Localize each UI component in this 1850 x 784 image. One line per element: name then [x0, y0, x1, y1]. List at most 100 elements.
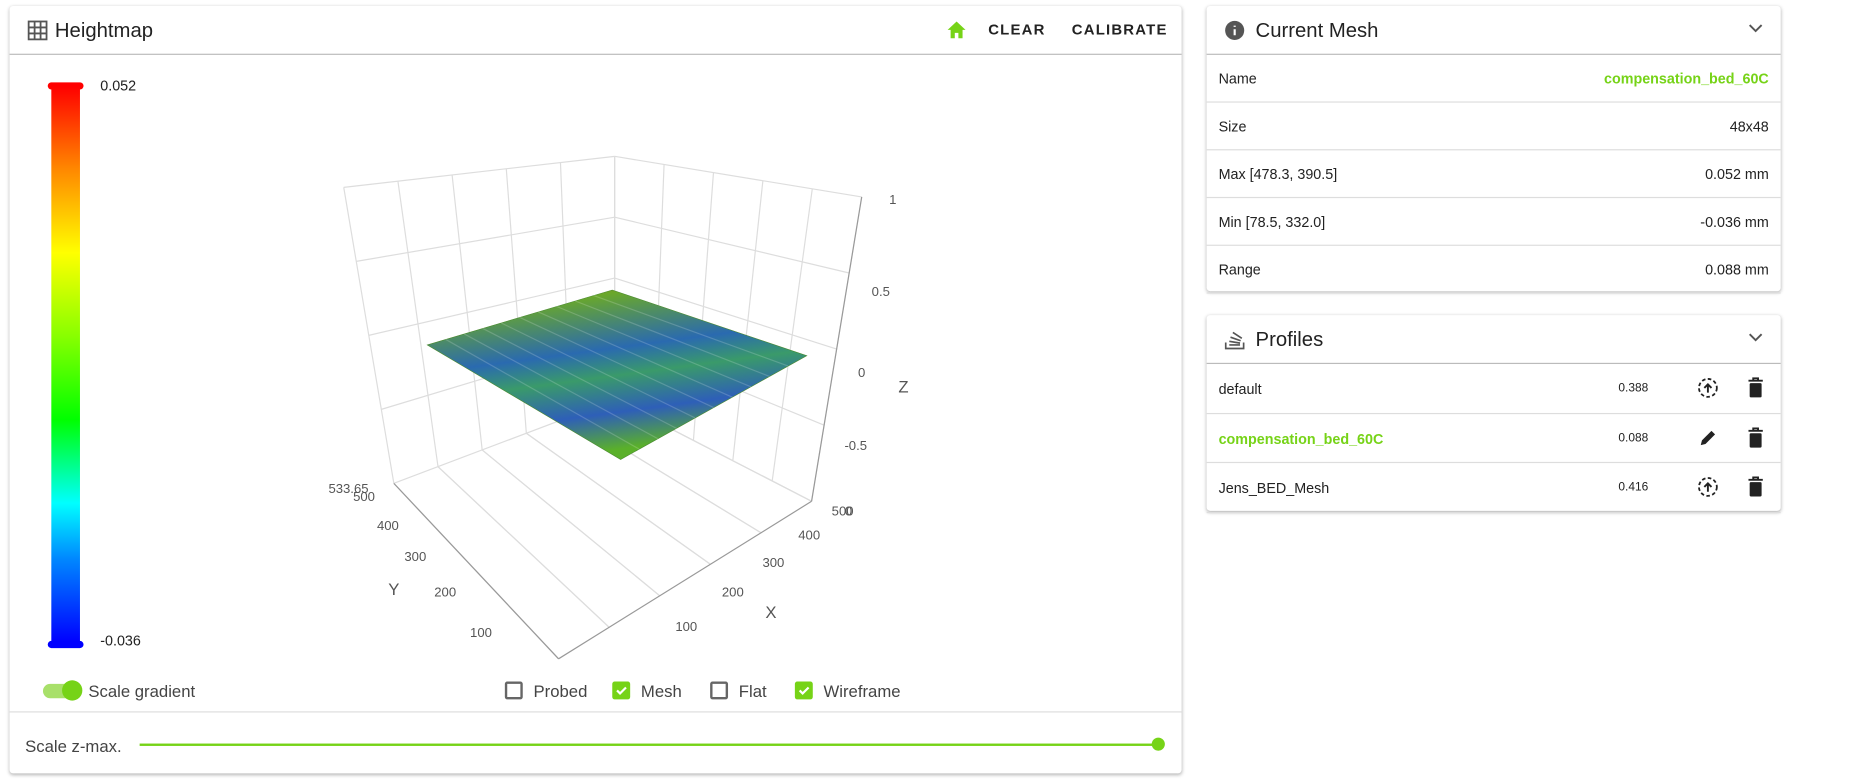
row-value: 0.052 mm: [1705, 165, 1769, 183]
checkbox-label: Mesh: [640, 681, 682, 701]
grid-icon: [27, 20, 48, 41]
mesh-wire: [501, 322, 696, 419]
delete-button[interactable]: [1747, 426, 1764, 448]
card-header: Heightmap CLEAR CALIBRATE: [9, 6, 1182, 55]
action-button[interactable]: CLEAR: [988, 21, 1046, 39]
color-scale: [47, 82, 84, 649]
z-tick-label: -0.5: [844, 438, 867, 453]
grid-line: [614, 155, 862, 198]
slider-thumb[interactable]: [1151, 737, 1165, 751]
current-mesh-card: Current Mesh Name compensation_bed_60C Siz…: [1206, 5, 1781, 294]
divider: [9, 711, 1182, 713]
load-icon: [1698, 378, 1718, 398]
checkbox[interactable]: [710, 681, 729, 700]
card-header: Current Mesh: [1206, 6, 1781, 55]
toggle-button[interactable]: [62, 680, 83, 701]
row-label: Range: [1218, 261, 1261, 279]
collapse-button[interactable]: [1748, 333, 1763, 343]
trash-icon: [1748, 377, 1763, 398]
y-tick-label: 300: [404, 549, 426, 564]
grid-line: [393, 482, 559, 660]
mesh-wire: [538, 311, 733, 398]
layers-icon: [1224, 331, 1245, 350]
checkbox[interactable]: [794, 681, 813, 700]
x-tick-label: 400: [798, 527, 820, 542]
z-tick-label: 0: [858, 365, 865, 380]
info-icon: [1225, 20, 1245, 40]
y-tick-label: 500: [353, 489, 375, 504]
grid-line: [614, 277, 837, 350]
slider-label: Scale z-max.: [25, 736, 122, 756]
corner-label: 533.65: [328, 481, 368, 496]
grid-line: [614, 216, 850, 274]
scale-max: 0.052: [100, 77, 137, 95]
card-header: Profiles: [1206, 315, 1781, 365]
grid-line: [481, 449, 661, 597]
y-tick-label: 100: [470, 625, 492, 640]
grid-line: [343, 155, 615, 188]
load-button[interactable]: [1697, 476, 1718, 497]
load-button[interactable]: [1697, 377, 1718, 398]
mesh-wire: [445, 338, 640, 450]
checkbox[interactable]: [504, 681, 523, 700]
row-value: -0.036 mm: [1700, 213, 1769, 231]
delete-button[interactable]: [1747, 377, 1764, 398]
row-value: 0.088 mm: [1705, 261, 1769, 279]
grid-line: [368, 277, 615, 336]
x-tick-label: 500: [832, 503, 854, 518]
card-title: Heightmap: [54, 19, 154, 42]
delete-button[interactable]: [1747, 476, 1764, 497]
grid-line: [343, 187, 395, 484]
collapse-button[interactable]: [1748, 24, 1763, 34]
edit-button[interactable]: [1697, 427, 1718, 448]
card-title: Current Mesh: [1255, 19, 1379, 42]
profile-name: Jens_BED_Mesh: [1218, 479, 1330, 497]
home-button[interactable]: [946, 20, 966, 39]
axis-label: Y: [388, 580, 399, 599]
row-value: compensation_bed_60C: [1604, 70, 1769, 88]
card-title: Profiles: [1255, 328, 1324, 351]
edit-icon: [1700, 430, 1716, 445]
grid-line: [437, 466, 610, 628]
x-tick-label: 0: [845, 503, 852, 518]
profile-name: compensation_bed_60C: [1218, 430, 1384, 447]
profile-row[interactable]: compensation_bed_60C 0.088: [1206, 414, 1781, 464]
row-label: Min [78.5, 332.0]: [1218, 213, 1326, 231]
row-label: Size: [1218, 118, 1247, 135]
checkmark: [616, 686, 627, 695]
checkbox[interactable]: [612, 681, 631, 700]
grid-line: [525, 432, 711, 565]
mesh-wire: [556, 305, 752, 388]
profile-range: 0.388: [1618, 381, 1649, 396]
x-tick-label: 200: [722, 585, 744, 600]
row-label: Max [478.3, 390.5]: [1218, 165, 1338, 183]
info-row: Name compensation_bed_60C: [1206, 55, 1781, 103]
trash-icon: [1748, 426, 1763, 447]
info-row: Min [78.5, 332.0] -0.036 mm: [1206, 198, 1781, 246]
profile-row[interactable]: Jens_BED_Mesh 0.416: [1206, 463, 1781, 513]
mesh-surface: [426, 289, 808, 460]
mesh-wire: [463, 333, 659, 440]
mesh-wire: [575, 300, 770, 377]
profiles-card: Profiles default 0.388 compensation_bed_60…: [1206, 315, 1781, 513]
slider-track[interactable]: [139, 743, 1158, 746]
checkbox-label: Flat: [738, 681, 767, 701]
mesh-wire: [482, 327, 677, 429]
mesh-wire: [519, 316, 714, 409]
profile-range: 0.416: [1618, 480, 1649, 495]
mesh-wire: [593, 294, 789, 367]
profile-row[interactable]: default 0.388: [1206, 364, 1781, 414]
profile-name: default: [1218, 380, 1262, 398]
profile-range: 0.088: [1618, 431, 1649, 445]
z-tick-label: 1: [889, 192, 896, 207]
grid-line: [356, 216, 615, 262]
action-button[interactable]: CALIBRATE: [1071, 21, 1168, 39]
row-value: 48x48: [1729, 118, 1769, 135]
plot-3d[interactable]: 10.50-0.5Z1002003004005000X1002003004005…: [10, 54, 1182, 666]
toggle-label: Scale gradient: [88, 681, 196, 701]
grid-line: [558, 500, 812, 660]
axis-label: Z: [898, 377, 908, 396]
row-label: Name: [1218, 70, 1257, 88]
